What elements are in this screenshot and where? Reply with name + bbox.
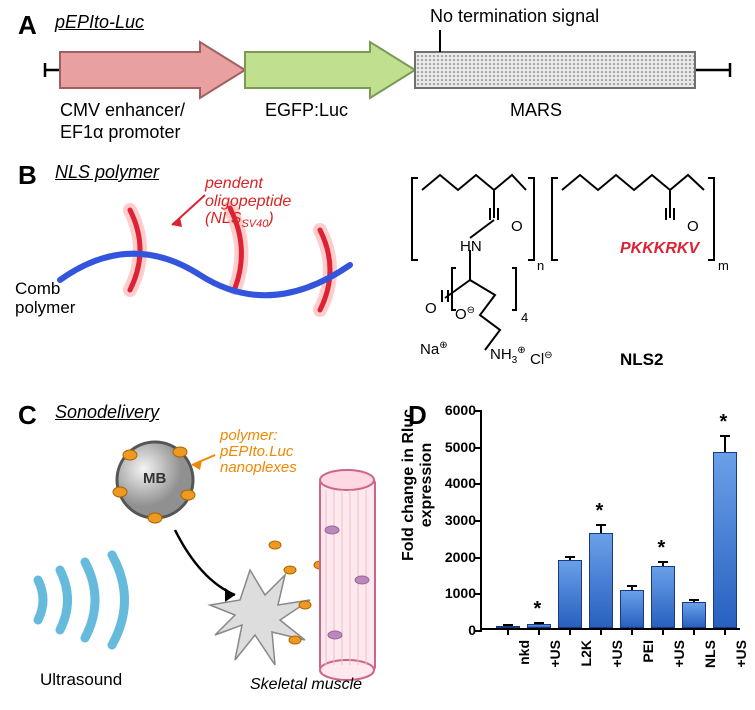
x-tick-label: PEI: [640, 640, 656, 688]
m-sub: m: [718, 258, 729, 273]
bar: [651, 566, 675, 628]
pendant-label: pendent oligopeptide (NLSSV40): [205, 175, 291, 230]
comb-polymer-label: Comb polymer: [15, 280, 75, 317]
y-tick-label: 5000: [426, 439, 476, 455]
bar: [558, 560, 582, 628]
egfp-label: EGFP:Luc: [265, 100, 348, 122]
egfp-arrow: [245, 42, 415, 98]
muscle-label: Skeletal muscle: [250, 675, 362, 694]
x-tick-label: +US: [609, 640, 625, 688]
nh3-label: NH3⊕: [490, 345, 526, 366]
o-minus-label: O⊖: [455, 305, 475, 323]
panel-a-label: A: [18, 10, 37, 41]
y-tick-label: 2000: [426, 549, 476, 565]
nanoplex-label: polymer: pEPIto.Luc nanoplexes: [220, 428, 297, 475]
bar: [713, 452, 737, 628]
four-sub: 4: [521, 310, 528, 325]
significance-star: *: [658, 537, 666, 560]
x-tick-label: +US: [733, 640, 749, 688]
o1-label: O: [511, 218, 523, 235]
y-tick-label: 6000: [426, 402, 476, 418]
comb-polymer-cartoon: [20, 170, 380, 370]
o3-label: O: [687, 218, 699, 235]
cmv-label: CMV enhancer/ EF1α promoter: [60, 100, 240, 143]
x-tick-label: NLS: [702, 640, 718, 688]
o2-label: O: [425, 300, 437, 317]
x-tick-label: nkd: [516, 640, 532, 688]
n-sub: n: [537, 258, 544, 273]
bar: [589, 533, 613, 628]
bar: [682, 602, 706, 628]
y-tick-label: 0: [426, 622, 476, 638]
y-tick-label: 4000: [426, 475, 476, 491]
x-tick-label: +US: [671, 640, 687, 688]
chemical-structure: [400, 160, 740, 380]
mars-label: MARS: [510, 100, 562, 122]
significance-star: *: [596, 500, 604, 523]
y-tick-label: 3000: [426, 512, 476, 528]
na-label: Na⊕: [420, 340, 448, 358]
significance-star: *: [534, 598, 542, 621]
sonodelivery-cartoon: [20, 420, 400, 700]
bar: [620, 590, 644, 629]
ultrasound-label: Ultrasound: [40, 670, 122, 690]
hn-label: HN: [460, 238, 482, 255]
mb-label: MB: [143, 470, 166, 488]
pkkkrkv-label: PKKKRKV: [620, 240, 699, 258]
cmv-arrow: [60, 42, 245, 98]
nls2-label: NLS2: [620, 350, 663, 370]
x-tick-label: L2K: [578, 640, 594, 688]
significance-star: *: [720, 411, 728, 434]
cl-label: Cl⊖: [530, 350, 553, 368]
mars-box: [415, 52, 695, 88]
x-tick-label: +US: [547, 640, 563, 688]
y-tick-label: 1000: [426, 585, 476, 601]
bar-chart: Fold change in Rluc expression 010002000…: [410, 400, 750, 700]
no-termination-annotation: No termination signal: [430, 6, 599, 28]
